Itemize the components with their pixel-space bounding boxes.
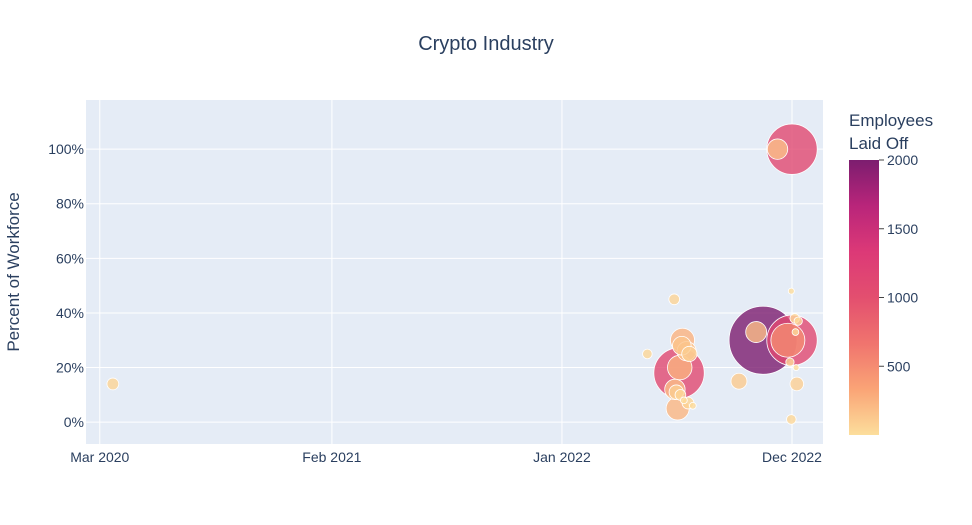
y-tick-label: 40%: [56, 305, 84, 321]
y-axis-label: Percent of Workforce: [4, 192, 23, 351]
data-point: [785, 357, 795, 367]
gridlines: [86, 100, 823, 444]
data-point: [689, 401, 697, 410]
y-tick-label: 100%: [48, 141, 84, 157]
data-point: [789, 376, 805, 392]
y-tick-label: 80%: [56, 196, 84, 212]
data-point: [106, 377, 120, 391]
colorbar: [849, 160, 879, 435]
colorbar-tick-label: 2000: [887, 152, 918, 168]
data-point: [791, 328, 800, 336]
y-tick-label: 20%: [56, 360, 84, 376]
data-point: [787, 287, 795, 295]
colorbar-ticks: 500 1000 1500 2000: [879, 152, 918, 374]
data-point: [786, 414, 797, 425]
data-point: [770, 322, 806, 358]
data-point: [681, 345, 698, 362]
colorbar-tick-label: 1500: [887, 221, 918, 237]
x-tick-label: Mar 2020: [70, 449, 129, 465]
colorbar-title-line-1: Employees: [849, 111, 933, 130]
data-point: [745, 321, 768, 343]
data-point: [766, 138, 789, 160]
colorbar-tick-label: 1000: [887, 290, 918, 306]
x-tick-label: Jan 2022: [533, 449, 591, 465]
data-point: [680, 396, 688, 405]
data-points: [106, 123, 818, 425]
data-point: [793, 316, 803, 326]
y-axis-ticks: 0% 20% 40% 60% 80% 100%: [48, 141, 84, 430]
data-point: [766, 123, 818, 175]
x-axis-ticks: Mar 2020 Feb 2021 Jan 2022 Dec 2022: [70, 449, 822, 465]
colorbar-tick-label: 500: [887, 358, 911, 374]
y-tick-label: 60%: [56, 250, 84, 266]
x-tick-label: Feb 2021: [302, 449, 361, 465]
data-point: [642, 348, 653, 360]
chart-title: Crypto Industry: [418, 33, 554, 55]
data-point: [792, 364, 800, 371]
plot-area: [86, 100, 823, 444]
data-point: [730, 372, 748, 390]
y-tick-label: 0%: [64, 414, 84, 430]
x-tick-label: Dec 2022: [762, 449, 822, 465]
colorbar-title-line-2: Laid Off: [849, 134, 909, 153]
data-point: [668, 293, 680, 306]
